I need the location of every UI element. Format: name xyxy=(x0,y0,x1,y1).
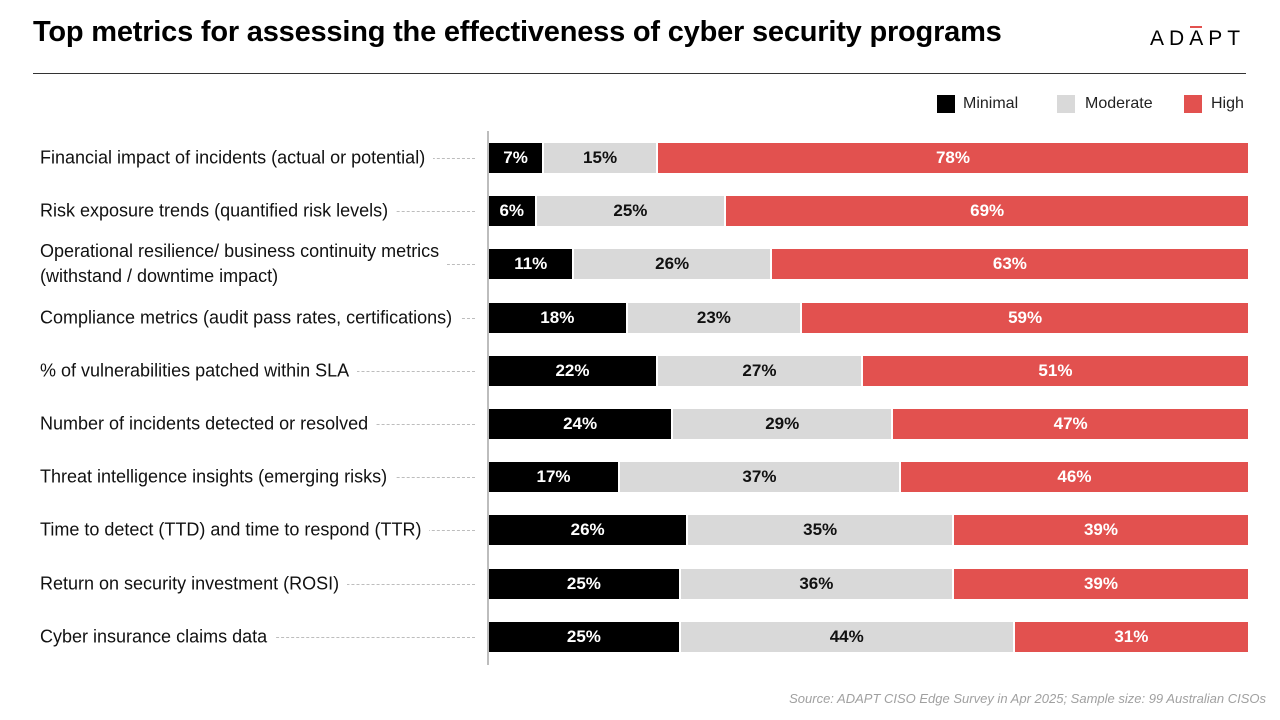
category-label-line: % of vulnerabilities patched within SLA xyxy=(40,360,350,381)
bar-segment-minimal: 11% xyxy=(489,249,573,280)
category-label: Financial impact of incidents (actual or… xyxy=(40,145,434,171)
legend-label-moderate: Moderate xyxy=(1085,95,1153,112)
data-label: 78% xyxy=(935,148,970,167)
legend-swatch-high xyxy=(1184,95,1202,113)
bar-segment-high: 39% xyxy=(951,515,1248,546)
bar-segment-high: 47% xyxy=(891,409,1248,439)
category-label: Cyber insurance claims data xyxy=(40,624,276,650)
data-label: 27% xyxy=(742,360,777,380)
data-label: 47% xyxy=(1053,414,1088,433)
category-label: Operational resilience/ business continu… xyxy=(40,239,448,290)
bar-segment-minimal: 17% xyxy=(489,462,619,493)
header-divider xyxy=(33,73,1246,74)
category-label: Number of incidents detected or resolved xyxy=(40,411,377,437)
bar-segment-minimal: 26% xyxy=(489,515,687,546)
data-label: 15% xyxy=(583,148,618,167)
category-label-line: Cyber insurance claims data xyxy=(40,626,268,647)
category-label-line: Threat intelligence insights (emerging r… xyxy=(40,466,388,487)
bar-segment-moderate: 35% xyxy=(686,515,952,546)
data-label: 31% xyxy=(1114,626,1149,646)
legend-swatch-minimal xyxy=(937,95,955,113)
data-label: 51% xyxy=(1038,360,1073,380)
bar-segment-high: 63% xyxy=(769,249,1248,280)
bar-segment-moderate: 36% xyxy=(678,568,952,599)
legend-label-high: High xyxy=(1211,95,1244,112)
data-label: 29% xyxy=(765,414,800,433)
category-label: Return on security investment (ROSI) xyxy=(40,571,348,597)
category-label: Threat intelligence insights (emerging r… xyxy=(40,464,396,490)
bar-segment-minimal: 25% xyxy=(489,568,679,599)
category-axis-line xyxy=(487,131,489,665)
logo-text-end: PT xyxy=(1208,27,1246,50)
category-label-line: (withstand / downtime impact) xyxy=(40,266,279,287)
data-label: 6% xyxy=(499,201,525,221)
bar-segment-moderate: 26% xyxy=(572,249,770,280)
bar-segment-moderate: 25% xyxy=(534,196,725,227)
bar-segment-minimal: 6% xyxy=(489,196,535,227)
data-label: 44% xyxy=(829,626,864,646)
data-label: 26% xyxy=(570,520,605,540)
source-note: Source: ADAPT CISO Edge Survey in Apr 20… xyxy=(789,691,1266,706)
logo-text-start: ADA xyxy=(1150,26,1209,50)
data-label: 22% xyxy=(555,360,590,380)
adapt-logo: ADAPT xyxy=(1150,26,1246,51)
category-label-line: Number of incidents detected or resolved xyxy=(40,413,369,434)
data-label: 11% xyxy=(514,254,548,274)
data-label: 39% xyxy=(1083,573,1118,593)
data-label: 39% xyxy=(1083,520,1118,540)
data-label: 63% xyxy=(992,254,1027,274)
data-label: 26% xyxy=(655,254,690,274)
category-label-line: Risk exposure trends (quantified risk le… xyxy=(40,200,389,221)
bar-segment-minimal: 24% xyxy=(489,409,672,439)
category-label-line: Compliance metrics (audit pass rates, ce… xyxy=(40,307,453,328)
bar-segment-high: 51% xyxy=(860,355,1248,386)
bar-segment-moderate: 44% xyxy=(678,621,1013,652)
bar-segment-minimal: 22% xyxy=(489,355,656,386)
category-label-line: Time to detect (TTD) and time to respond… xyxy=(40,519,422,540)
category-label: Time to detect (TTD) and time to respond… xyxy=(40,517,430,543)
bar-segment-high: 59% xyxy=(800,302,1248,333)
bar-segment-moderate: 37% xyxy=(618,462,899,493)
bar-segment-high: 78% xyxy=(655,143,1248,173)
data-label: 18% xyxy=(540,307,575,327)
data-label: 17% xyxy=(536,467,571,487)
logo-accent-letter: A xyxy=(1189,26,1209,50)
data-label: 25% xyxy=(613,201,648,221)
data-label: 25% xyxy=(566,626,601,646)
data-label: 46% xyxy=(1057,467,1092,487)
legend-label-minimal: Minimal xyxy=(963,95,1019,112)
bar-segment-moderate: 27% xyxy=(655,355,861,386)
bar-segment-minimal: 7% xyxy=(489,143,543,173)
category-label-line: Financial impact of incidents (actual or… xyxy=(40,147,426,168)
data-label: 59% xyxy=(1008,307,1043,327)
data-label: 36% xyxy=(799,573,834,593)
bar-segment-minimal: 25% xyxy=(489,621,679,652)
category-label: Risk exposure trends (quantified risk le… xyxy=(40,198,397,224)
data-label: 37% xyxy=(742,467,777,487)
data-label: 24% xyxy=(563,414,598,433)
bar-segment-moderate: 23% xyxy=(625,302,801,333)
bar-segment-high: 46% xyxy=(898,462,1248,493)
legend-swatch-moderate xyxy=(1057,95,1075,113)
category-label-line: Return on security investment (ROSI) xyxy=(40,573,340,594)
data-label: 25% xyxy=(566,573,601,593)
category-label-line: Operational resilience/ business continu… xyxy=(40,241,440,262)
bar-segment-high: 69% xyxy=(724,196,1248,227)
bar-segment-moderate: 15% xyxy=(542,143,656,173)
data-label: 69% xyxy=(970,201,1005,221)
chart-title: Top metrics for assessing the effectiven… xyxy=(33,16,1002,48)
bar-segment-high: 31% xyxy=(1012,621,1248,652)
category-label: Compliance metrics (audit pass rates, ce… xyxy=(40,305,461,331)
data-label: 23% xyxy=(696,307,731,327)
data-label: 35% xyxy=(803,520,838,540)
category-label: % of vulnerabilities patched within SLA xyxy=(40,358,358,384)
bar-segment-moderate: 29% xyxy=(671,409,892,439)
bar-segment-minimal: 18% xyxy=(489,302,626,333)
bar-segment-high: 39% xyxy=(951,568,1248,599)
data-label: 7% xyxy=(503,148,528,167)
